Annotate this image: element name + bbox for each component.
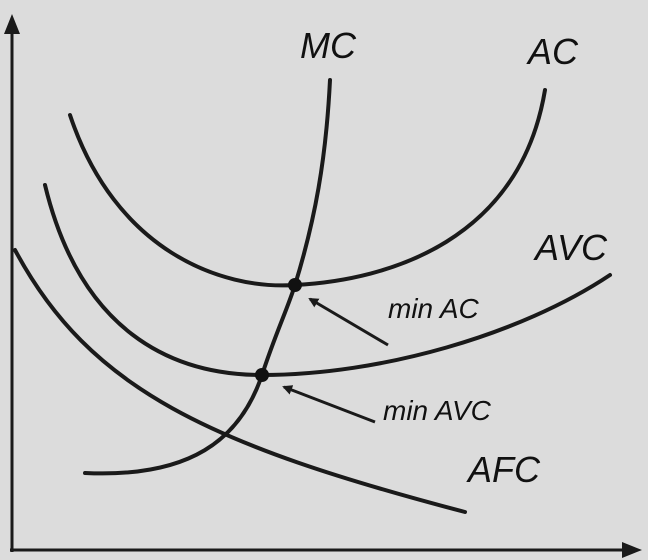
afc-curve	[13, 248, 467, 514]
avc-label: AVC	[533, 227, 608, 268]
min-avc-arrow	[282, 385, 376, 424]
ac-label: AC	[526, 31, 579, 72]
afc-label: AFC	[466, 449, 541, 490]
min-ac-arrow	[308, 297, 389, 347]
mc-curve	[83, 78, 332, 476]
x-axis-arrow	[622, 542, 642, 558]
y-axis-arrow	[4, 14, 20, 34]
min-ac-point	[288, 278, 302, 292]
min-avc-label: min AVC	[383, 395, 492, 426]
min-avc-point	[255, 368, 269, 382]
min-ac-label: min AC	[388, 293, 480, 324]
mc-label: MC	[300, 25, 357, 66]
